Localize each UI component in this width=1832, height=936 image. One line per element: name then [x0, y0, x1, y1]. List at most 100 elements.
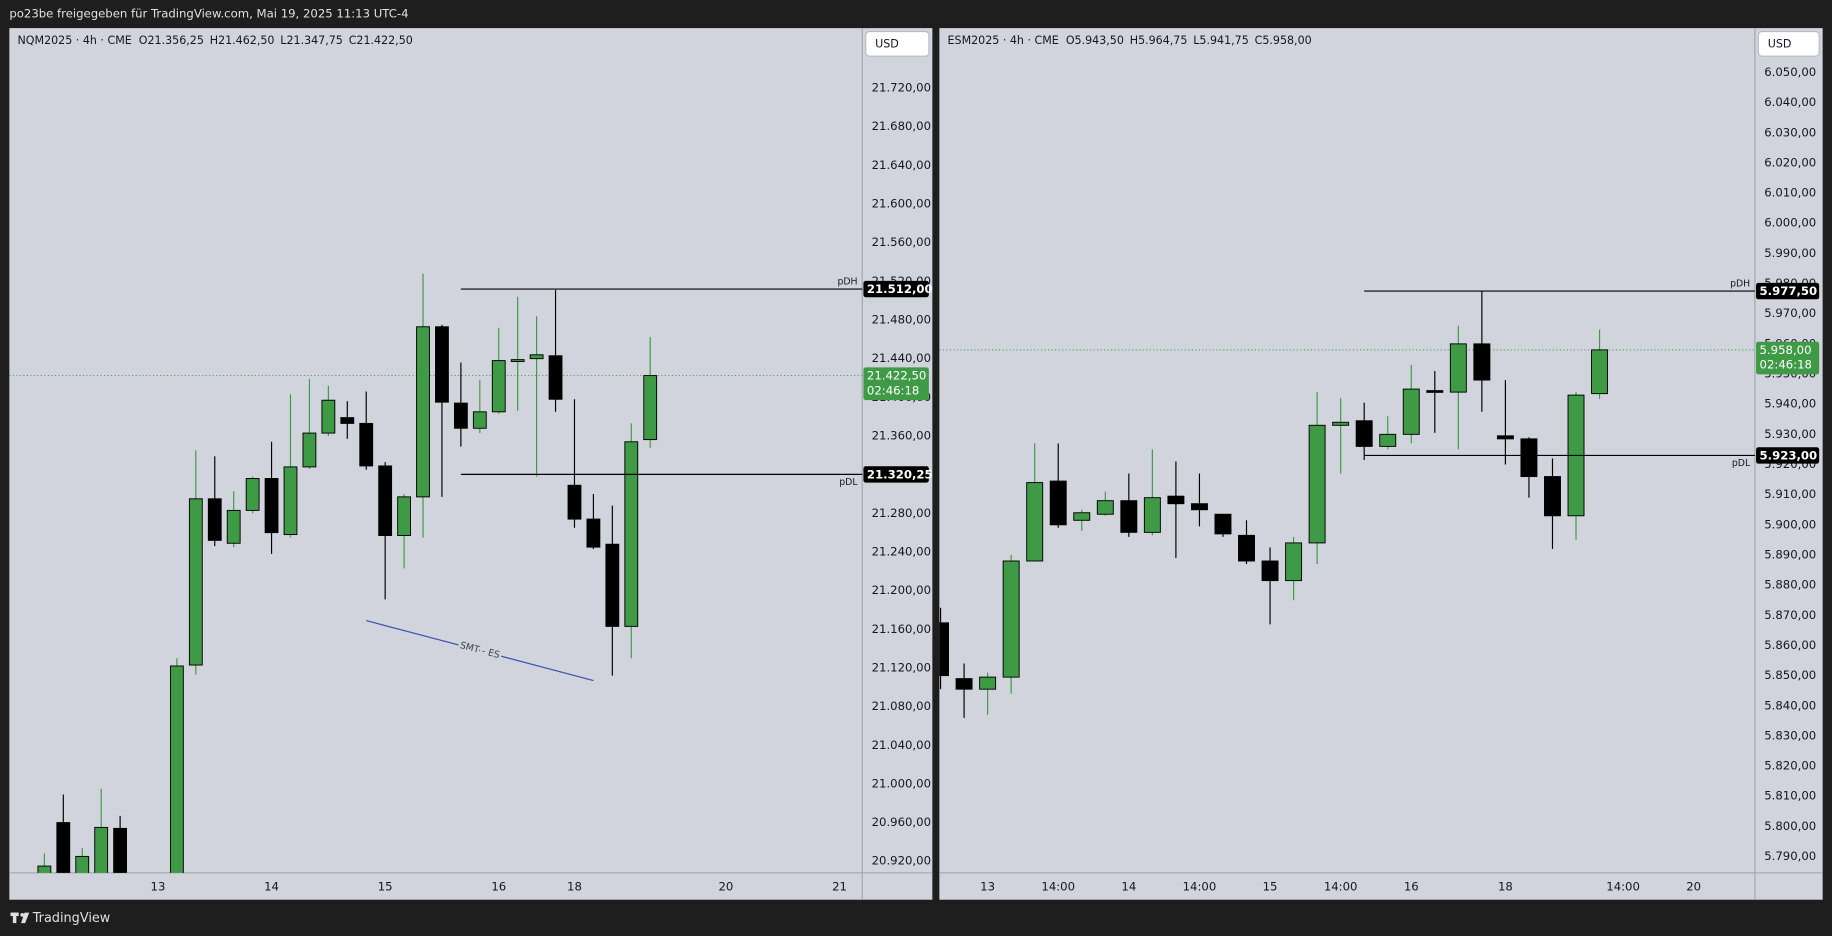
candle-body — [1096, 500, 1114, 515]
footer-brand: TradingView — [32, 911, 111, 926]
candle-body — [56, 822, 71, 873]
y-tick-label: 6.010,00 — [1764, 186, 1816, 200]
y-tick-label: 5.820,00 — [1764, 759, 1816, 773]
plot-area — [939, 291, 1755, 718]
candle-body — [397, 496, 411, 536]
y-tick-label: 21.360,00 — [872, 428, 931, 442]
y-tick-label: 21.720,00 — [872, 81, 931, 95]
candle-body — [548, 355, 563, 400]
x-tick-label: 14:00 — [1041, 879, 1075, 893]
ohlc-value: O5.943,50 — [1066, 34, 1124, 47]
candle-body — [1143, 497, 1161, 533]
candle-body — [359, 422, 374, 467]
y-tick-label: 21.120,00 — [872, 660, 931, 674]
candle-body — [1026, 482, 1044, 562]
candle-body — [1332, 421, 1350, 426]
candle-body — [169, 665, 184, 873]
y-tick-label: 5.810,00 — [1764, 789, 1816, 803]
x-tick-label: 15 — [1263, 879, 1278, 893]
y-tick-label: 21.280,00 — [872, 506, 931, 520]
currency-button — [1757, 31, 1820, 57]
symbol-title: ESM2025 · 4h · CME — [948, 34, 1059, 47]
candle-body — [1167, 495, 1185, 505]
candle-body — [643, 375, 658, 441]
level-name: pDH — [1730, 279, 1750, 290]
y-tick-label: 21.680,00 — [872, 119, 931, 133]
annotation-line — [366, 620, 594, 682]
pane-background — [9, 28, 933, 900]
ohlc-value: H21.462,50 — [210, 34, 275, 47]
candle-body — [1520, 438, 1538, 478]
candle-body — [1402, 388, 1420, 435]
symbol-legend: ESM2025 · 4h · CME O5.943,50 H5.964,75 L5.9… — [948, 34, 1312, 47]
level-name: pDL — [839, 477, 858, 488]
candle-body — [37, 865, 52, 873]
level-price-label: 5.977,50 — [1760, 284, 1818, 298]
level-price-tag — [1756, 282, 1820, 300]
plot-area: SMT - ES — [9, 273, 863, 873]
candle-body — [321, 399, 336, 434]
level-name: pDH — [837, 277, 857, 288]
y-tick-label: 5.890,00 — [1764, 547, 1816, 561]
level-price-tag — [863, 466, 929, 483]
candle-body — [1544, 476, 1561, 517]
x-tick-label: 14:00 — [1606, 879, 1640, 893]
currency-label[interactable]: USD — [1768, 37, 1792, 50]
y-tick-label: 21.640,00 — [872, 158, 931, 172]
y-tick-label: 5.910,00 — [1764, 487, 1816, 501]
header-text: po23be freigegeben für TradingView.com, … — [9, 7, 408, 21]
y-tick-label: 5.870,00 — [1764, 608, 1816, 622]
x-tick-label: 14:00 — [1324, 879, 1358, 893]
y-tick-label: 5.900,00 — [1764, 517, 1816, 531]
footer-logo — [10, 912, 30, 924]
candle-body — [416, 326, 430, 498]
level-price-label: 21.320,25 — [867, 467, 933, 481]
candle-body — [472, 411, 487, 429]
y-tick-label: 21.200,00 — [872, 583, 931, 597]
candle-body — [453, 402, 468, 429]
x-tick-label: 14:00 — [1183, 879, 1217, 893]
level-name: pDL — [1732, 458, 1751, 469]
candle-body — [264, 478, 279, 534]
y-tick-label: 21.160,00 — [872, 622, 931, 636]
y-tick-label: 5.790,00 — [1764, 849, 1816, 863]
candle-body — [188, 498, 203, 666]
x-tick-label: 13 — [151, 879, 166, 893]
candle-body — [586, 518, 601, 548]
countdown-label: 02:46:18 — [1760, 358, 1812, 372]
candle-body — [979, 676, 997, 690]
x-tick-label: 14 — [264, 879, 279, 893]
y-tick-label: 20.920,00 — [872, 854, 931, 868]
candle-body — [955, 678, 973, 690]
y-tick-label: 21.560,00 — [872, 235, 931, 249]
candle-body — [226, 509, 241, 544]
last-price-label: 21.422,50 — [867, 369, 926, 383]
symbol-legend: NQM2025 · 4h · CME O21.356,25 H21.462,50 L2… — [18, 34, 413, 47]
level-price-tag — [1756, 447, 1820, 464]
x-tick-label: 15 — [378, 879, 393, 893]
y-tick-label: 21.480,00 — [872, 312, 931, 326]
candle-body — [1449, 343, 1467, 393]
ohlc-value: H5.964,75 — [1130, 34, 1188, 47]
candle-body — [1355, 420, 1373, 447]
candle-body — [1073, 512, 1091, 521]
candle-body — [94, 826, 109, 873]
y-tick-label: 21.440,00 — [872, 351, 931, 365]
candle-body — [1120, 500, 1138, 533]
x-tick-label: 16 — [1404, 879, 1419, 893]
candle-body — [113, 827, 128, 873]
y-tick-label: 6.040,00 — [1764, 95, 1816, 109]
y-tick-label: 21.040,00 — [872, 738, 931, 752]
x-tick-label: 18 — [1498, 879, 1513, 893]
last-price-tag — [863, 367, 929, 401]
y-tick-label: 5.990,00 — [1764, 246, 1816, 260]
x-tick-label: 16 — [491, 879, 506, 893]
y-tick-label: 5.840,00 — [1764, 698, 1816, 712]
candle-body — [1261, 560, 1279, 582]
candle-body — [1379, 433, 1397, 447]
y-tick-label: 21.600,00 — [872, 197, 931, 211]
ohlc-value: L21.347,75 — [280, 34, 343, 47]
currency-label[interactable]: USD — [875, 37, 899, 50]
y-tick-label: 21.000,00 — [872, 776, 931, 790]
